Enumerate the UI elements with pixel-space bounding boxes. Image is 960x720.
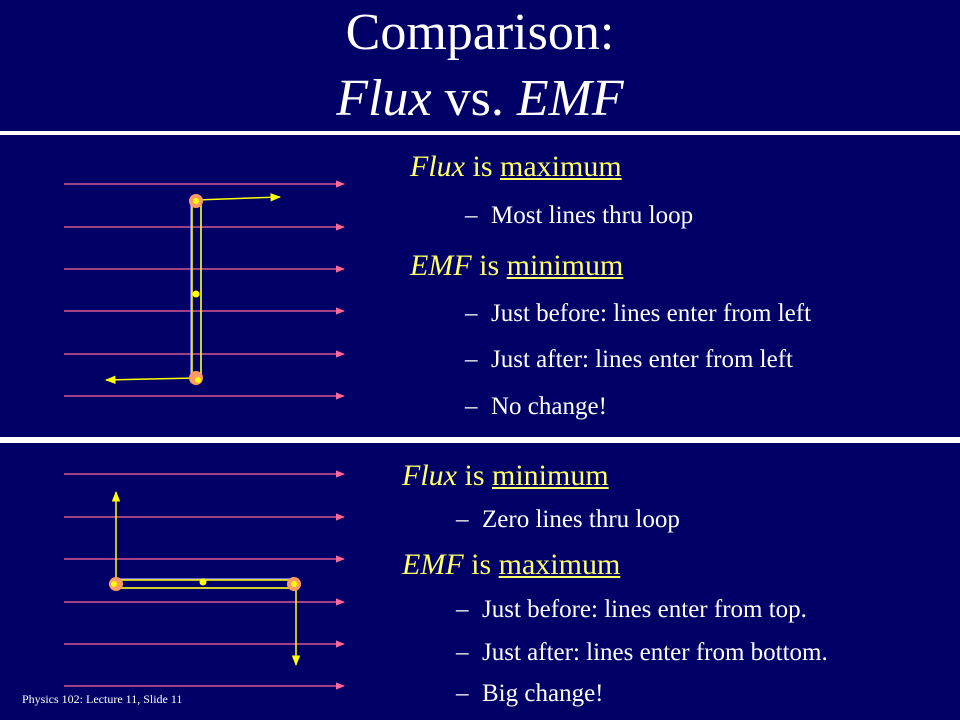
term-flux: Flux <box>410 150 465 183</box>
slide-footer: Physics 102: Lecture 11, Slide 11 <box>22 692 183 706</box>
state-maximum: maximum <box>500 150 622 183</box>
bullet-item: – Just before: lines enter from top. <box>456 596 807 624</box>
heading-is: is <box>456 459 492 492</box>
heading-is: is <box>471 249 507 282</box>
state-minimum: minimum <box>492 459 609 492</box>
bullet-dash: – <box>456 596 469 623</box>
bottom-flux-heading: Flux is minimum <box>402 459 609 493</box>
bullet-dash: – <box>465 393 478 420</box>
bullet-text: Most lines thru loop <box>491 202 694 229</box>
bullet-dash: – <box>465 300 478 327</box>
term-emf: EMF <box>410 249 472 282</box>
bullet-item: – Most lines thru loop <box>465 202 693 230</box>
bottom-loop <box>109 490 301 667</box>
heading-is: is <box>463 548 499 581</box>
bullet-item: – Just after: lines enter from bottom. <box>456 639 828 667</box>
bullet-item: – No change! <box>465 393 607 421</box>
state-minimum: minimum <box>506 249 624 282</box>
heading-is: is <box>464 150 500 183</box>
center-dot <box>199 578 207 586</box>
bullet-item: – Just after: lines enter from left <box>465 346 793 374</box>
bullet-text: Just after: lines enter from left <box>491 346 793 373</box>
bullet-dash: – <box>456 639 469 666</box>
slide-title-line2: Flux vs. EMF <box>0 70 960 128</box>
bullet-dash: – <box>456 506 469 533</box>
top-field-lines <box>64 180 345 400</box>
pivot-dot <box>111 581 117 587</box>
pivot-dot <box>291 581 297 587</box>
bottom-field-lines <box>64 470 345 690</box>
term-emf: EMF <box>402 548 464 581</box>
state-maximum: maximum <box>498 548 621 581</box>
top-emf-heading: EMF is minimum <box>410 249 623 283</box>
bullet-dash: – <box>465 202 478 229</box>
top-flux-heading: Flux is maximum <box>410 150 622 184</box>
bullet-item: – Just before: lines enter from left <box>465 300 811 328</box>
bullet-text: Big change! <box>482 680 604 707</box>
bullet-dash: – <box>456 680 469 707</box>
bullet-item: – Big change! <box>456 680 603 708</box>
top-loop <box>104 193 282 385</box>
velocity-arrow <box>104 375 197 384</box>
bottom-emf-heading: EMF is maximum <box>402 548 620 582</box>
term-flux: Flux <box>402 459 457 492</box>
bullet-text: Zero lines thru loop <box>482 506 680 533</box>
bullet-text: Just after: lines enter from bottom. <box>482 639 828 666</box>
center-dot <box>192 290 200 298</box>
bullet-text: No change! <box>491 393 607 420</box>
title-emf: EMF <box>516 70 624 127</box>
velocity-arrow <box>195 193 282 202</box>
title-divider <box>0 131 960 135</box>
slide-title-line1: Comparison: <box>345 4 615 61</box>
bullet-text: Just before: lines enter from left <box>491 300 812 327</box>
bullet-text: Just before: lines enter from top. <box>482 596 807 623</box>
bullet-dash: – <box>465 346 478 373</box>
title-vs: vs. <box>431 70 517 127</box>
pivot-dot <box>193 198 199 204</box>
pivot-dot <box>195 377 201 383</box>
section-divider <box>0 437 960 443</box>
bullet-item: – Zero lines thru loop <box>456 506 680 534</box>
title-flux: Flux <box>336 70 432 127</box>
